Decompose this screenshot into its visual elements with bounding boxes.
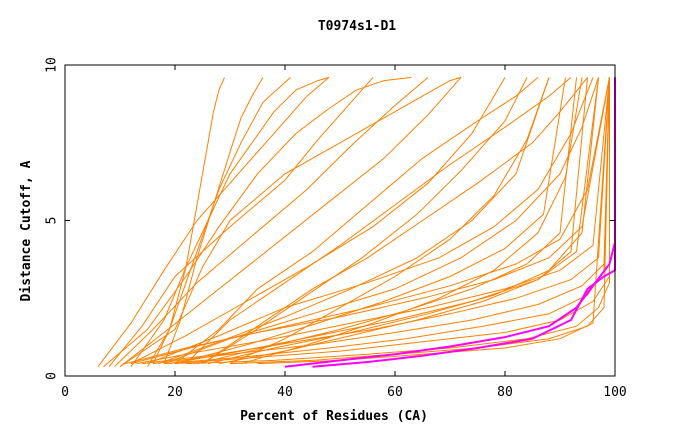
model-series-line-7	[174, 77, 539, 364]
model-series-line-11	[147, 77, 594, 365]
x-tick-label: 20	[167, 385, 183, 400]
x-tick-label: 80	[497, 385, 513, 400]
model-series-line-23	[196, 77, 577, 365]
model-series-line-34	[207, 77, 599, 365]
x-tick-label: 40	[277, 385, 293, 400]
model-series-line-24	[174, 77, 566, 365]
x-ticks: 0 20 40 60 80 100	[61, 65, 627, 400]
x-tick-label: 100	[603, 385, 626, 400]
model-series-line-28	[114, 77, 429, 368]
x-axis-label: Percent of Residues (CA)	[240, 409, 428, 424]
highlight-layer	[284, 77, 616, 368]
model-series-line-29	[108, 77, 374, 368]
model-series-line-13	[125, 77, 610, 365]
y-tick-label: 5	[45, 217, 60, 225]
model-series-line-2	[103, 76, 412, 368]
model-series-line-25	[158, 77, 550, 365]
model-series-line-35	[169, 77, 599, 365]
model-series-line-8	[185, 77, 572, 364]
model-series-line-1	[119, 76, 462, 368]
model-series-line-9	[202, 77, 588, 365]
y-axis-label: Distance Cutoff, A	[19, 160, 34, 301]
y-tick-label: 10	[45, 57, 60, 73]
y-tick-label: 0	[45, 372, 60, 380]
model-series-line-20	[229, 77, 610, 365]
model-series-line-10	[163, 77, 599, 365]
x-tick-label: 0	[61, 385, 69, 400]
model-series-line-32	[229, 77, 550, 365]
model-series-line-5	[152, 77, 225, 364]
model-series-line-17	[163, 77, 610, 365]
model-series-line-33	[240, 77, 583, 365]
x-tick-label: 60	[387, 385, 403, 400]
model-series-line-26	[130, 77, 506, 365]
model-series-line-3	[130, 76, 330, 367]
model-series-line-30	[97, 77, 330, 368]
model-series-line-6	[163, 77, 264, 364]
model-series-line-14	[136, 77, 610, 365]
model-series-line-31	[202, 77, 528, 365]
chart-title: T0974s1-D1	[318, 19, 396, 34]
y-ticks: 0 5 10	[45, 57, 615, 380]
highlight-series-line-1	[284, 77, 616, 368]
series-layer	[97, 76, 610, 368]
model-series-line-18	[174, 77, 610, 365]
highlight-series-line-2	[312, 77, 616, 368]
model-series-line-27	[119, 77, 462, 368]
